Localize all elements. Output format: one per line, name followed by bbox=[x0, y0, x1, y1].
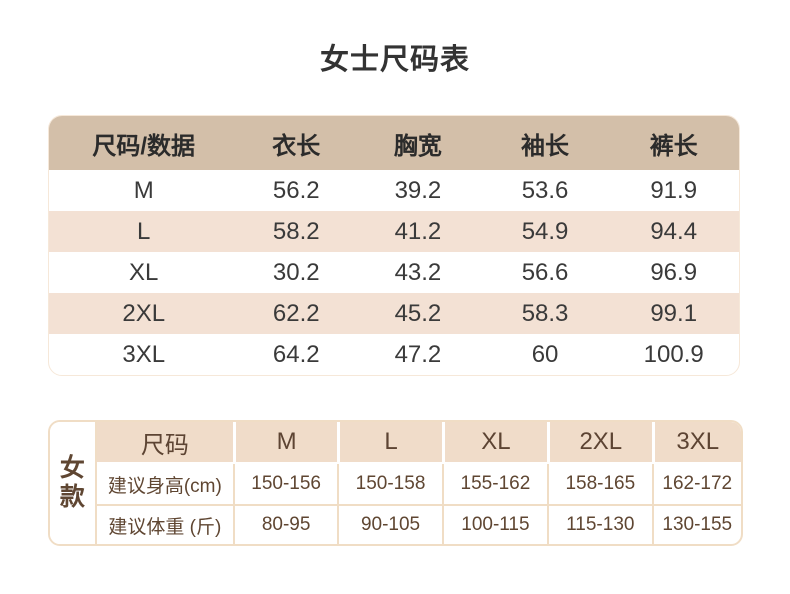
table-row-xl: XL 30.2 43.2 56.6 96.9 bbox=[49, 252, 739, 293]
group-label-cell: 女款 bbox=[50, 422, 97, 544]
value-cell: 150-156 bbox=[232, 464, 337, 504]
value-cell: 150-158 bbox=[337, 464, 441, 504]
value-cell: 62.2 bbox=[272, 299, 320, 327]
row-label-weight: 建议体重 (斤) bbox=[96, 504, 233, 544]
header-cell-l: L bbox=[337, 422, 442, 464]
header-cell-chest-width: 胸宽 bbox=[393, 132, 442, 160]
value-cell: 58.2 bbox=[272, 217, 320, 245]
page-title: 女士尺码表 bbox=[319, 44, 470, 76]
header-cell-m: M bbox=[232, 422, 338, 464]
value-cell: 158-165 bbox=[547, 464, 651, 504]
header-cell-size: 尺码 bbox=[96, 422, 233, 464]
header-cell-3xl: 3XL bbox=[651, 422, 741, 464]
value-cell: 54.9 bbox=[521, 217, 569, 245]
group-label: 女款 bbox=[59, 454, 85, 511]
value-cell: 96.9 bbox=[650, 258, 698, 286]
value-cell: 53.6 bbox=[521, 176, 569, 204]
value-cell: 58.3 bbox=[521, 299, 569, 327]
size-cell: XL bbox=[129, 258, 159, 286]
header-cell-pants-length: 裤长 bbox=[649, 132, 698, 160]
value-cell: 99.1 bbox=[650, 299, 698, 327]
value-cell: 80-95 bbox=[232, 504, 338, 544]
header-cell-size-data: 尺码/数据 bbox=[92, 132, 196, 160]
value-cell: 56.2 bbox=[272, 176, 320, 204]
header-cell-2xl: 2XL bbox=[547, 422, 652, 464]
value-cell: 100.9 bbox=[643, 340, 704, 368]
value-cell: 43.2 bbox=[394, 258, 442, 286]
table-row-2xl: 2XL 62.2 45.2 58.3 99.1 bbox=[49, 293, 739, 334]
header-cell-sleeve-length: 袖长 bbox=[521, 132, 570, 160]
value-cell: 56.6 bbox=[521, 258, 569, 286]
header-cell-garment-length: 衣长 bbox=[272, 132, 321, 160]
size-cell: 3XL bbox=[122, 340, 166, 368]
value-cell: 47.2 bbox=[394, 340, 442, 368]
value-cell: 90-105 bbox=[337, 504, 442, 544]
value-cell: 39.2 bbox=[394, 176, 442, 204]
value-cell: 115-130 bbox=[547, 504, 652, 544]
size-cell: M bbox=[133, 176, 154, 204]
value-cell: 100-115 bbox=[441, 504, 548, 544]
table-row-l: L 58.2 41.2 54.9 94.4 bbox=[49, 211, 739, 252]
size-table: 尺码/数据 衣长 胸宽 袖长 裤长 M 56.2 39.2 53.6 91.9 … bbox=[48, 115, 740, 376]
value-cell: 60 bbox=[531, 340, 559, 368]
value-cell: 155-162 bbox=[441, 464, 547, 504]
value-cell: 91.9 bbox=[650, 176, 698, 204]
table-row-m: M 56.2 39.2 53.6 91.9 bbox=[49, 170, 739, 211]
header-cell-xl: XL bbox=[441, 422, 548, 464]
value-cell: 94.4 bbox=[650, 217, 698, 245]
size-cell: 2XL bbox=[122, 299, 166, 327]
value-cell: 45.2 bbox=[394, 299, 442, 327]
value-cell: 130-155 bbox=[651, 504, 741, 544]
value-cell: 41.2 bbox=[394, 217, 442, 245]
recommend-table: 女款 尺码 M L XL 2XL 3XL 建议身高(cm) 150-156 15… bbox=[48, 420, 743, 546]
size-cell: L bbox=[137, 217, 151, 245]
value-cell: 162-172 bbox=[651, 464, 741, 504]
size-table-header-row: 尺码/数据 衣长 胸宽 袖长 裤长 bbox=[49, 116, 739, 170]
table-row-3xl: 3XL 64.2 47.2 60 100.9 bbox=[49, 334, 739, 375]
row-label-height: 建议身高(cm) bbox=[107, 475, 222, 497]
value-cell: 30.2 bbox=[272, 258, 320, 286]
value-cell: 64.2 bbox=[272, 340, 320, 368]
